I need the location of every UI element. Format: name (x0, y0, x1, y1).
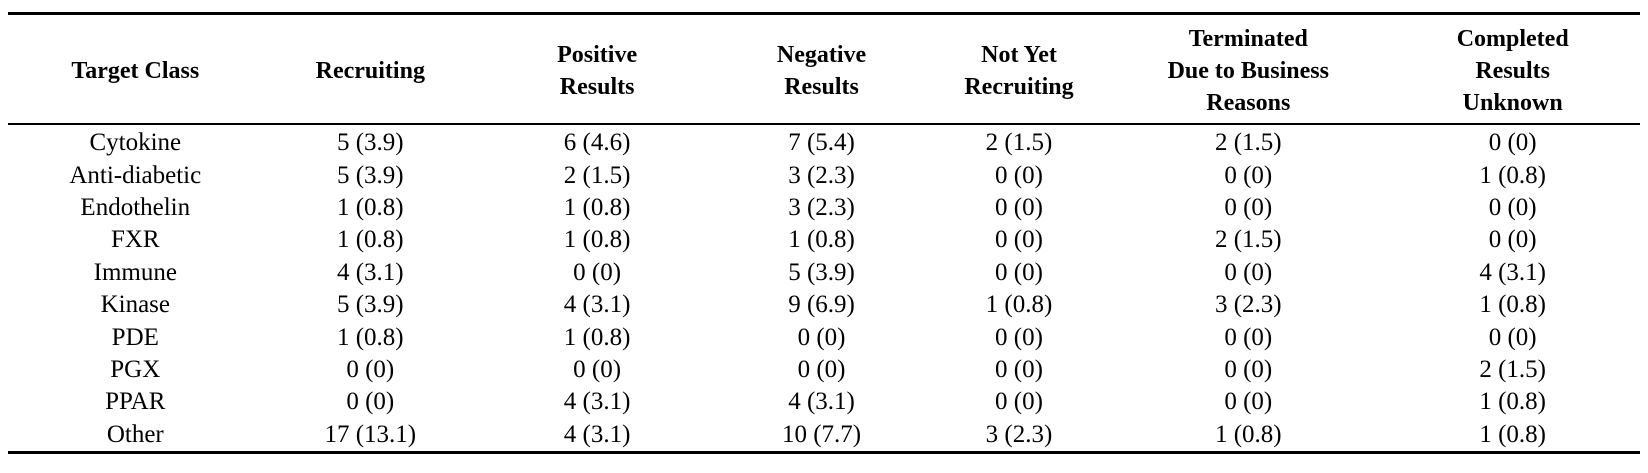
cell-recruiting: 0 (0) (346, 388, 395, 416)
cell-completed-results-unknown: 0 (0) (1488, 193, 1537, 221)
header-terminated-business: Terminated Due to Business Reasons (1167, 26, 1329, 116)
cell-terminated-business: 2 (1.5) (1214, 129, 1282, 157)
cell-terminated-business: 3 (2.3) (1214, 291, 1282, 319)
cell-target-class: PPAR (105, 388, 166, 416)
table-body: Cytokine 5 (3.9) 6 (4.6) 7 (5.4) 2 (1.5) 2 (1… (8, 124, 1640, 453)
cell-positive-results: 0 (0) (573, 355, 622, 383)
cell-not-yet-recruiting: 0 (0) (995, 258, 1043, 286)
cell-not-yet-recruiting: 0 (0) (995, 161, 1043, 189)
cell-negative-results: 3 (2.3) (788, 161, 855, 189)
header-recruiting: Recruiting (315, 58, 425, 84)
table-row: Endothelin 1 (0.8) 1 (0.8) 3 (2.3) 0 (0) 0 (0… (8, 192, 1640, 224)
cell-terminated-business: 0 (0) (1224, 388, 1273, 416)
cell-terminated-business: 0 (0) (1224, 258, 1273, 286)
trial-results-table: Target Class Recruiting Positive Results… (8, 12, 1640, 454)
cell-negative-results: 10 (7.7) (781, 420, 862, 448)
cell-positive-results: 1 (0.8) (563, 193, 631, 221)
cell-completed-results-unknown: 0 (0) (1488, 323, 1537, 351)
cell-terminated-business: 2 (1.5) (1214, 226, 1282, 254)
cell-completed-results-unknown: 1 (0.8) (1479, 420, 1546, 448)
cell-positive-results: 4 (3.1) (563, 388, 631, 416)
cell-recruiting: 5 (3.9) (336, 291, 404, 319)
cell-positive-results: 1 (0.8) (563, 226, 631, 254)
header-negative-results: Negative Results (776, 42, 867, 100)
cell-negative-results: 9 (6.9) (788, 291, 855, 319)
table-row: Cytokine 5 (3.9) 6 (4.6) 7 (5.4) 2 (1.5) 2 (1… (8, 124, 1640, 159)
cell-negative-results: 4 (3.1) (788, 388, 855, 416)
header-target-class: Target Class (71, 58, 200, 84)
cell-terminated-business: 0 (0) (1224, 355, 1273, 383)
cell-positive-results: 6 (4.6) (563, 129, 631, 157)
cell-target-class: Immune (93, 258, 177, 286)
cell-not-yet-recruiting: 0 (0) (995, 226, 1043, 254)
cell-completed-results-unknown: 0 (0) (1488, 129, 1537, 157)
cell-negative-results: 0 (0) (797, 355, 846, 383)
results-table-container: Target Class Recruiting Positive Results… (8, 12, 1640, 454)
cell-positive-results: 4 (3.1) (563, 420, 631, 448)
cell-negative-results: 1 (0.8) (788, 226, 855, 254)
table-row: FXR 1 (0.8) 1 (0.8) 1 (0.8) 0 (0) 2 (1.5) 0 (0… (8, 224, 1640, 256)
cell-not-yet-recruiting: 3 (2.3) (985, 420, 1053, 448)
cell-recruiting: 5 (3.9) (336, 129, 404, 157)
header-row: Target Class Recruiting Positive Results… (8, 13, 1640, 124)
cell-not-yet-recruiting: 0 (0) (995, 193, 1043, 221)
cell-terminated-business: 0 (0) (1224, 193, 1273, 221)
cell-recruiting: 0 (0) (346, 355, 395, 383)
table-row: Anti-diabetic 5 (3.9) 2 (1.5) 3 (2.3) 0 (0) 0… (8, 159, 1640, 191)
cell-target-class: FXR (110, 226, 160, 254)
cell-positive-results: 2 (1.5) (563, 161, 631, 189)
cell-completed-results-unknown: 1 (0.8) (1479, 388, 1546, 416)
cell-completed-results-unknown: 0 (0) (1488, 226, 1537, 254)
cell-not-yet-recruiting: 0 (0) (995, 323, 1043, 351)
cell-terminated-business: 1 (0.8) (1214, 420, 1282, 448)
cell-recruiting: 5 (3.9) (336, 161, 404, 189)
cell-terminated-business: 0 (0) (1224, 323, 1273, 351)
table-row: PPAR 0 (0) 4 (3.1) 4 (3.1) 0 (0) 0 (0) 1 (0.8) (8, 386, 1640, 418)
cell-recruiting: 1 (0.8) (336, 193, 404, 221)
cell-completed-results-unknown: 1 (0.8) (1479, 291, 1546, 319)
cell-recruiting: 17 (13.1) (324, 420, 417, 448)
cell-target-class: Other (106, 420, 164, 448)
cell-positive-results: 4 (3.1) (563, 291, 631, 319)
cell-target-class: PGX (110, 355, 161, 383)
table-row: PGX 0 (0) 0 (0) 0 (0) 0 (0) 0 (0) 2 (1.5) (8, 354, 1640, 386)
cell-negative-results: 0 (0) (797, 323, 846, 351)
cell-negative-results: 3 (2.3) (788, 193, 855, 221)
header-not-yet-recruiting: Not Yet Recruiting (964, 42, 1074, 100)
cell-recruiting: 1 (0.8) (336, 323, 404, 351)
cell-recruiting: 4 (3.1) (336, 258, 404, 286)
cell-target-class: Endothelin (80, 193, 191, 221)
cell-not-yet-recruiting: 0 (0) (995, 355, 1043, 383)
header-completed-results-unknown: Completed Results Unknown (1456, 26, 1569, 116)
table-row: Kinase 5 (3.9) 4 (3.1) 9 (6.9) 1 (0.8) 3 (2.3… (8, 289, 1640, 321)
table-row: Other 17 (13.1) 4 (3.1) 10 (7.7) 3 (2.3) 1 (0… (8, 419, 1640, 453)
table-header: Target Class Recruiting Positive Results… (8, 13, 1640, 124)
cell-target-class: Kinase (100, 291, 170, 319)
table-row: Immune 4 (3.1) 0 (0) 5 (3.9) 0 (0) 0 (0) 4 (3.… (8, 257, 1640, 289)
cell-target-class: Cytokine (89, 129, 182, 157)
cell-recruiting: 1 (0.8) (336, 226, 404, 254)
cell-target-class: Anti-diabetic (69, 161, 202, 189)
cell-terminated-business: 0 (0) (1224, 161, 1273, 189)
cell-not-yet-recruiting: 1 (0.8) (985, 291, 1053, 319)
cell-completed-results-unknown: 4 (3.1) (1479, 258, 1546, 286)
cell-completed-results-unknown: 1 (0.8) (1479, 161, 1546, 189)
cell-negative-results: 7 (5.4) (788, 129, 855, 157)
cell-not-yet-recruiting: 2 (1.5) (985, 129, 1053, 157)
header-positive-results: Positive Results (557, 42, 638, 100)
cell-target-class: PDE (111, 323, 159, 351)
cell-completed-results-unknown: 2 (1.5) (1479, 355, 1546, 383)
cell-negative-results: 5 (3.9) (788, 258, 855, 286)
cell-not-yet-recruiting: 0 (0) (995, 388, 1043, 416)
cell-positive-results: 0 (0) (573, 258, 622, 286)
table-row: PDE 1 (0.8) 1 (0.8) 0 (0) 0 (0) 0 (0) 0 (0) (8, 321, 1640, 353)
cell-positive-results: 1 (0.8) (563, 323, 631, 351)
